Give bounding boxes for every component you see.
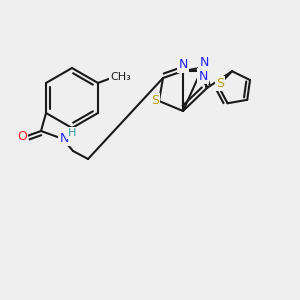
Text: N: N [199, 56, 209, 70]
Text: N: N [198, 70, 208, 83]
Text: O: O [17, 130, 27, 142]
Text: S: S [216, 77, 224, 90]
Text: S: S [151, 94, 159, 107]
Text: N: N [59, 131, 69, 145]
Text: N: N [178, 58, 188, 71]
Text: CH₃: CH₃ [111, 72, 131, 82]
Text: H: H [68, 128, 76, 138]
